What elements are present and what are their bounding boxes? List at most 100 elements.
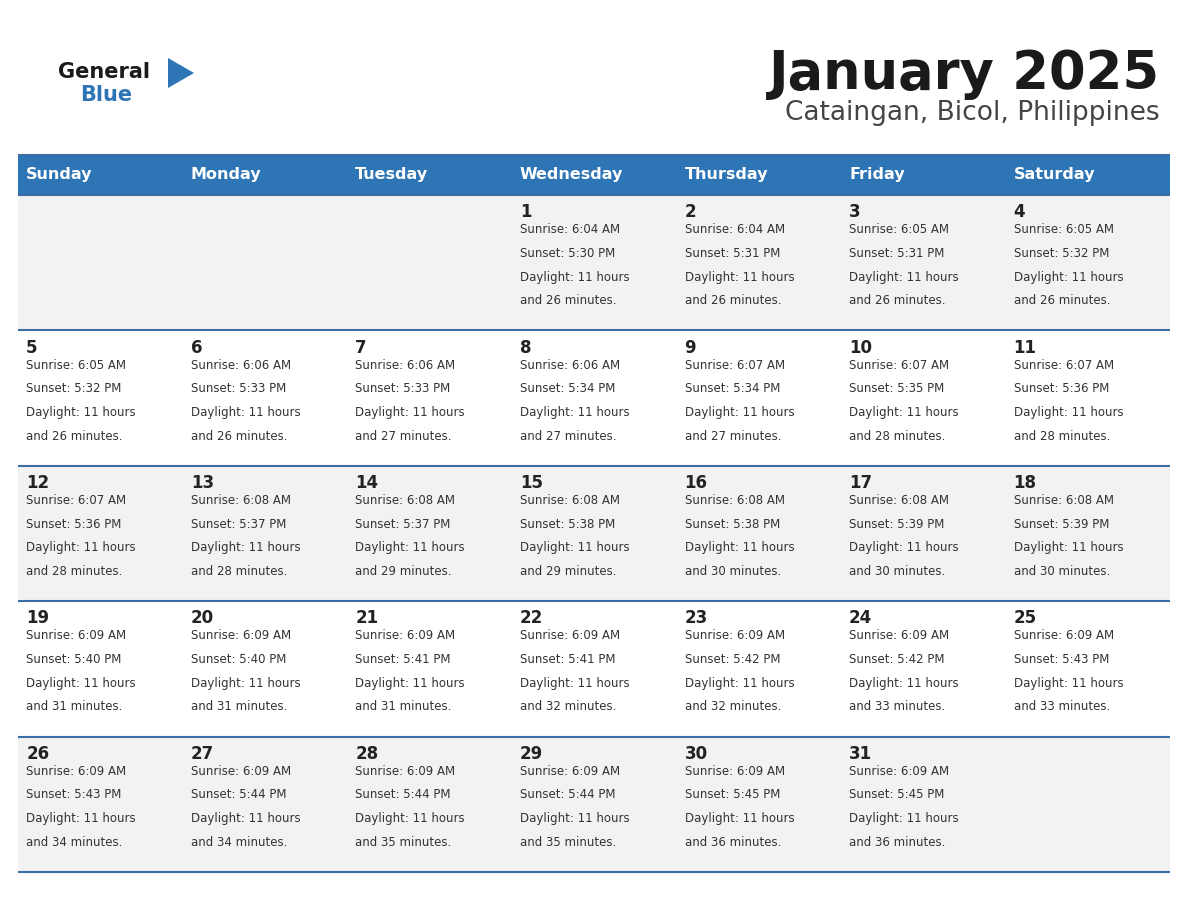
Bar bbox=[1005, 155, 1170, 195]
Text: Sunrise: 6:09 AM: Sunrise: 6:09 AM bbox=[26, 765, 126, 778]
Text: Daylight: 11 hours: Daylight: 11 hours bbox=[849, 677, 959, 689]
Text: Sunrise: 6:08 AM: Sunrise: 6:08 AM bbox=[1013, 494, 1113, 507]
Text: 16: 16 bbox=[684, 474, 708, 492]
Bar bbox=[512, 195, 676, 330]
Text: Sunset: 5:32 PM: Sunset: 5:32 PM bbox=[1013, 247, 1110, 260]
Text: 17: 17 bbox=[849, 474, 872, 492]
Text: and 26 minutes.: and 26 minutes. bbox=[520, 294, 617, 308]
Text: and 28 minutes.: and 28 minutes. bbox=[849, 430, 946, 442]
Bar bbox=[1005, 465, 1170, 601]
Text: Sunset: 5:44 PM: Sunset: 5:44 PM bbox=[355, 789, 451, 801]
Text: Daylight: 11 hours: Daylight: 11 hours bbox=[355, 542, 465, 554]
Text: Thursday: Thursday bbox=[684, 167, 767, 183]
Text: 31: 31 bbox=[849, 744, 872, 763]
Text: Daylight: 11 hours: Daylight: 11 hours bbox=[355, 677, 465, 689]
Text: 27: 27 bbox=[191, 744, 214, 763]
Text: Sunset: 5:35 PM: Sunset: 5:35 PM bbox=[849, 382, 944, 396]
Text: 26: 26 bbox=[26, 744, 50, 763]
Text: and 33 minutes.: and 33 minutes. bbox=[849, 700, 946, 713]
Text: Daylight: 11 hours: Daylight: 11 hours bbox=[1013, 271, 1124, 284]
Text: and 35 minutes.: and 35 minutes. bbox=[520, 835, 617, 849]
Text: and 26 minutes.: and 26 minutes. bbox=[849, 294, 946, 308]
Bar bbox=[512, 736, 676, 872]
Text: Sunset: 5:36 PM: Sunset: 5:36 PM bbox=[26, 518, 121, 531]
Text: 4: 4 bbox=[1013, 203, 1025, 221]
Text: and 30 minutes.: and 30 minutes. bbox=[1013, 565, 1110, 578]
Text: 25: 25 bbox=[1013, 610, 1037, 627]
Text: Sunset: 5:31 PM: Sunset: 5:31 PM bbox=[684, 247, 779, 260]
Text: Sunset: 5:45 PM: Sunset: 5:45 PM bbox=[684, 789, 779, 801]
Text: and 34 minutes.: and 34 minutes. bbox=[26, 835, 122, 849]
Text: Daylight: 11 hours: Daylight: 11 hours bbox=[849, 271, 959, 284]
Text: 9: 9 bbox=[684, 339, 696, 356]
Text: 5: 5 bbox=[26, 339, 38, 356]
Text: 8: 8 bbox=[520, 339, 531, 356]
Bar bbox=[183, 155, 347, 195]
Text: 7: 7 bbox=[355, 339, 367, 356]
Text: and 26 minutes.: and 26 minutes. bbox=[191, 430, 287, 442]
Text: and 27 minutes.: and 27 minutes. bbox=[355, 430, 451, 442]
Text: and 31 minutes.: and 31 minutes. bbox=[355, 700, 451, 713]
Bar bbox=[347, 155, 512, 195]
Text: Daylight: 11 hours: Daylight: 11 hours bbox=[191, 677, 301, 689]
Text: Daylight: 11 hours: Daylight: 11 hours bbox=[684, 406, 794, 419]
Text: Tuesday: Tuesday bbox=[355, 167, 429, 183]
Text: Sunset: 5:36 PM: Sunset: 5:36 PM bbox=[1013, 382, 1110, 396]
Text: Daylight: 11 hours: Daylight: 11 hours bbox=[849, 812, 959, 825]
Text: Daylight: 11 hours: Daylight: 11 hours bbox=[26, 542, 135, 554]
Text: and 32 minutes.: and 32 minutes. bbox=[520, 700, 617, 713]
Text: and 26 minutes.: and 26 minutes. bbox=[684, 294, 781, 308]
Text: and 30 minutes.: and 30 minutes. bbox=[849, 565, 946, 578]
Text: Saturday: Saturday bbox=[1013, 167, 1095, 183]
Text: and 30 minutes.: and 30 minutes. bbox=[684, 565, 781, 578]
Text: and 32 minutes.: and 32 minutes. bbox=[684, 700, 781, 713]
Text: Daylight: 11 hours: Daylight: 11 hours bbox=[520, 812, 630, 825]
Bar bbox=[18, 465, 183, 601]
Text: Sunrise: 6:09 AM: Sunrise: 6:09 AM bbox=[520, 630, 620, 643]
Text: Sunset: 5:42 PM: Sunset: 5:42 PM bbox=[849, 653, 944, 666]
Text: Sunrise: 6:08 AM: Sunrise: 6:08 AM bbox=[849, 494, 949, 507]
Polygon shape bbox=[168, 58, 194, 88]
Bar bbox=[183, 330, 347, 465]
Text: Daylight: 11 hours: Daylight: 11 hours bbox=[355, 812, 465, 825]
Bar bbox=[841, 155, 1005, 195]
Text: Daylight: 11 hours: Daylight: 11 hours bbox=[849, 542, 959, 554]
Text: Sunrise: 6:08 AM: Sunrise: 6:08 AM bbox=[520, 494, 620, 507]
Bar bbox=[676, 465, 841, 601]
Text: Daylight: 11 hours: Daylight: 11 hours bbox=[520, 406, 630, 419]
Text: 23: 23 bbox=[684, 610, 708, 627]
Text: Sunset: 5:32 PM: Sunset: 5:32 PM bbox=[26, 382, 121, 396]
Text: Sunrise: 6:09 AM: Sunrise: 6:09 AM bbox=[191, 765, 291, 778]
Text: Sunset: 5:41 PM: Sunset: 5:41 PM bbox=[520, 653, 615, 666]
Text: 1: 1 bbox=[520, 203, 531, 221]
Text: Daylight: 11 hours: Daylight: 11 hours bbox=[355, 406, 465, 419]
Text: Sunrise: 6:06 AM: Sunrise: 6:06 AM bbox=[520, 359, 620, 372]
Text: 13: 13 bbox=[191, 474, 214, 492]
Text: Sunset: 5:30 PM: Sunset: 5:30 PM bbox=[520, 247, 615, 260]
Text: and 29 minutes.: and 29 minutes. bbox=[520, 565, 617, 578]
Text: and 34 minutes.: and 34 minutes. bbox=[191, 835, 287, 849]
Bar bbox=[183, 195, 347, 330]
Text: General: General bbox=[58, 62, 150, 82]
Text: Sunrise: 6:09 AM: Sunrise: 6:09 AM bbox=[355, 630, 455, 643]
Text: Daylight: 11 hours: Daylight: 11 hours bbox=[26, 812, 135, 825]
Text: Sunrise: 6:07 AM: Sunrise: 6:07 AM bbox=[26, 494, 126, 507]
Text: 14: 14 bbox=[355, 474, 379, 492]
Bar bbox=[676, 601, 841, 736]
Bar bbox=[347, 736, 512, 872]
Bar bbox=[1005, 601, 1170, 736]
Text: 11: 11 bbox=[1013, 339, 1037, 356]
Text: Daylight: 11 hours: Daylight: 11 hours bbox=[1013, 677, 1124, 689]
Text: 29: 29 bbox=[520, 744, 543, 763]
Text: and 31 minutes.: and 31 minutes. bbox=[26, 700, 122, 713]
Text: Daylight: 11 hours: Daylight: 11 hours bbox=[26, 406, 135, 419]
Text: Daylight: 11 hours: Daylight: 11 hours bbox=[1013, 406, 1124, 419]
Text: 6: 6 bbox=[191, 339, 202, 356]
Text: Sunset: 5:38 PM: Sunset: 5:38 PM bbox=[520, 518, 615, 531]
Text: 2: 2 bbox=[684, 203, 696, 221]
Bar bbox=[1005, 330, 1170, 465]
Bar bbox=[841, 330, 1005, 465]
Text: Cataingan, Bicol, Philippines: Cataingan, Bicol, Philippines bbox=[785, 100, 1159, 126]
Text: Sunset: 5:45 PM: Sunset: 5:45 PM bbox=[849, 789, 944, 801]
Text: Sunrise: 6:09 AM: Sunrise: 6:09 AM bbox=[849, 765, 949, 778]
